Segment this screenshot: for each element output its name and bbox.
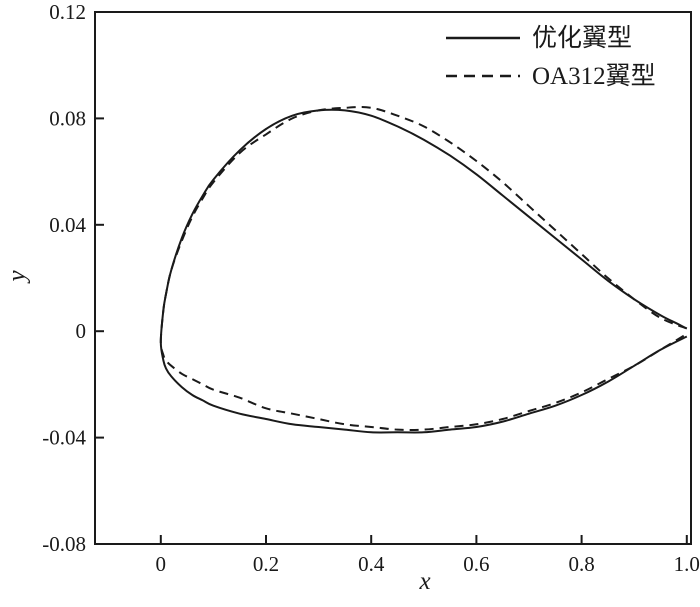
- y-tick-label: -0.04: [42, 426, 86, 450]
- legend-item-optimized: 优化翼型: [446, 22, 656, 54]
- plot-frame: [94, 11, 692, 545]
- y-tick-label: 0.04: [49, 213, 86, 237]
- legend-label-oa312: OA312翼型: [532, 62, 656, 90]
- x-tick-label: 0.4: [358, 552, 385, 576]
- optimized-airfoil-outline: [159, 108, 688, 434]
- legend: 优化翼型 OA312翼型: [446, 22, 656, 92]
- legend-item-oa312: OA312翼型: [446, 60, 656, 92]
- x-tick-label: 1.0: [674, 552, 700, 576]
- x-tick-label: 0.2: [253, 552, 279, 576]
- legend-label-optimized: 优化翼型: [532, 24, 633, 52]
- y-tick-label: -0.08: [42, 532, 86, 556]
- x-tick-label: 0.6: [463, 552, 489, 576]
- y-tick-label: 0.12: [49, 0, 86, 24]
- oa312-airfoil-outline: [159, 106, 688, 431]
- legend-dashed-line-sample: [446, 74, 520, 78]
- x-tick-label: 0: [156, 552, 167, 576]
- x-axis-label: x: [419, 568, 431, 595]
- y-tick-label: 0.08: [49, 106, 86, 130]
- y-tick-label: 0: [76, 319, 87, 343]
- y-axis-label: y: [3, 270, 31, 282]
- legend-solid-line-sample: [446, 36, 520, 40]
- x-tick-label: 0.8: [568, 552, 594, 576]
